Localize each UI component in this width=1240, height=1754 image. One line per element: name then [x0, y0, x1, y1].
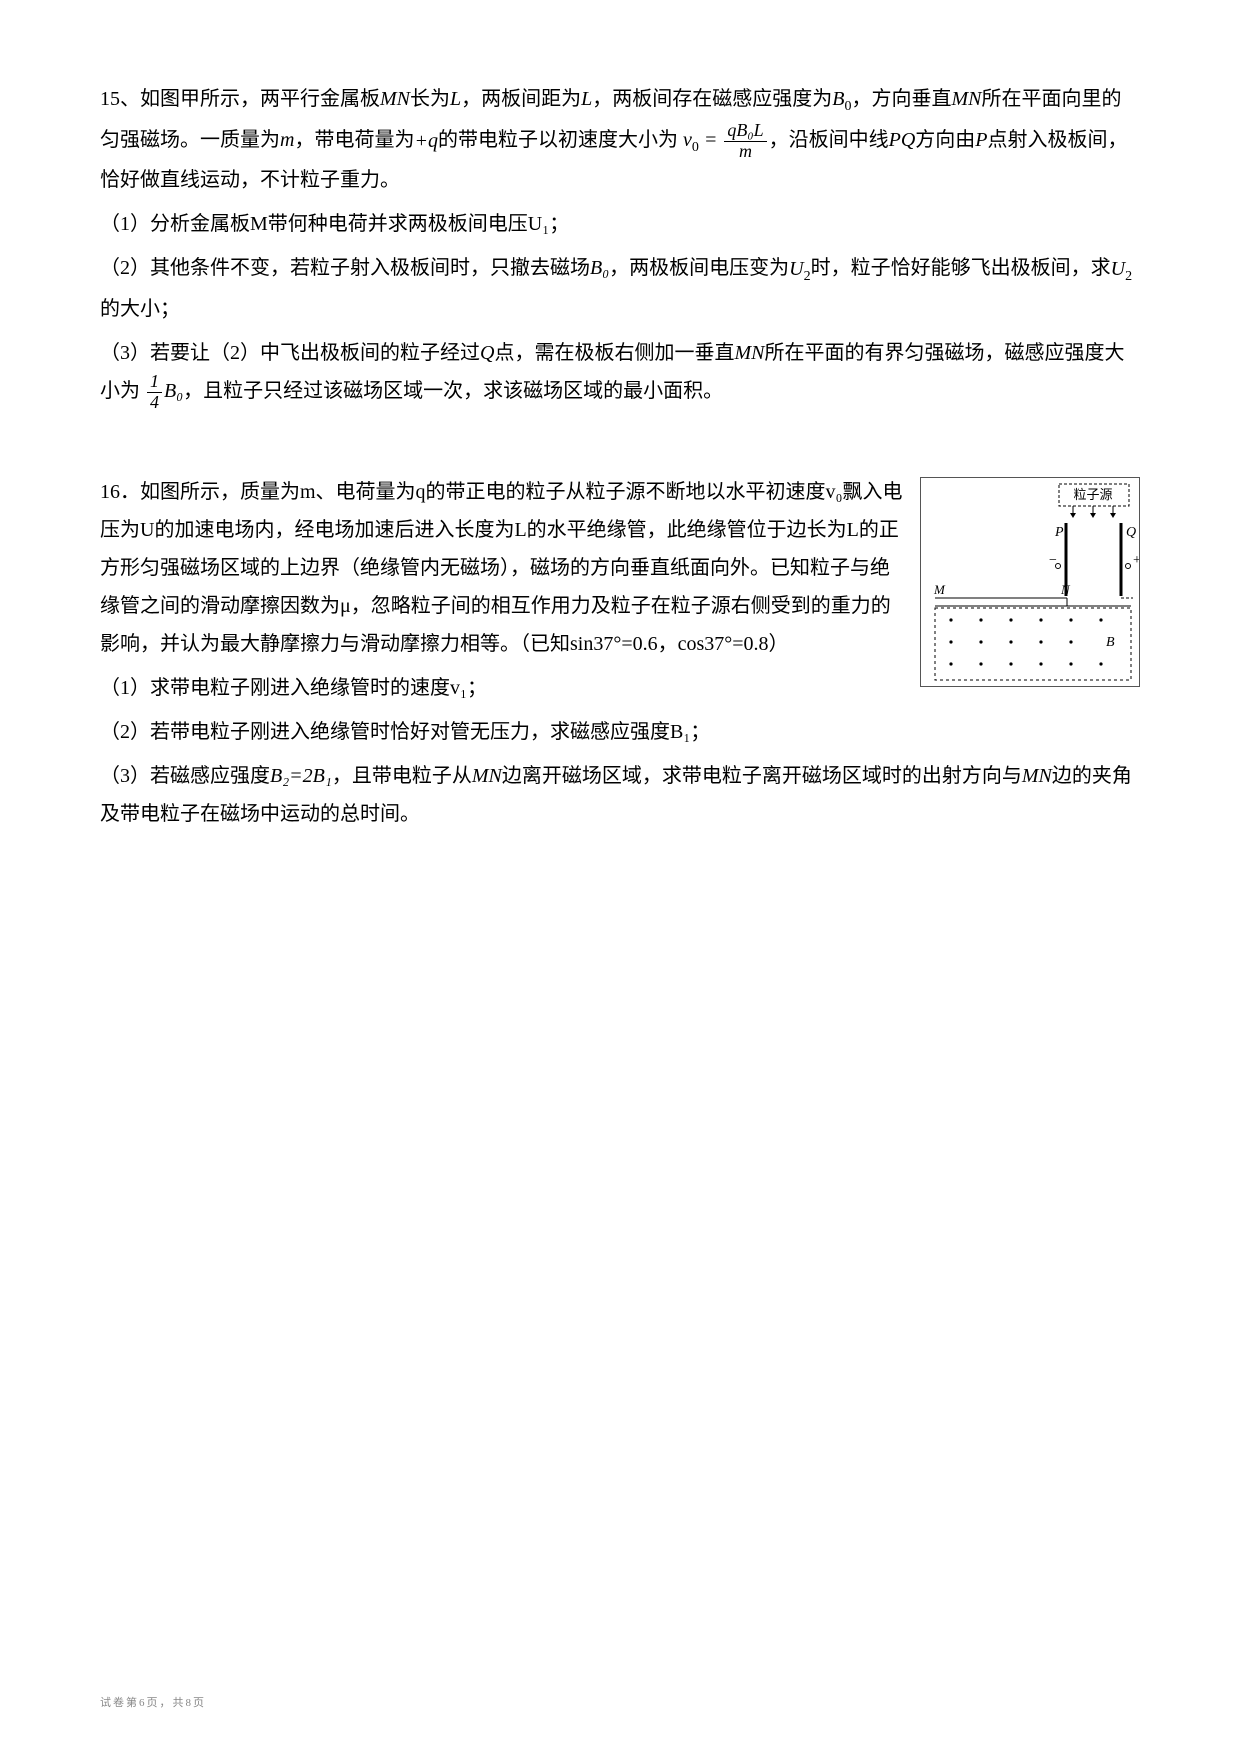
label-Q: Q: [1126, 525, 1136, 540]
var-U2: U2: [789, 250, 810, 291]
var-pq: PQ: [889, 129, 916, 151]
text: 、如图甲所示，两平行金属板: [120, 88, 380, 110]
q-text: 点，需在极板右侧加一垂直: [494, 342, 734, 364]
problem-16-q3: （3）若磁感应强度B₂=2B₁，且带电粒子从MN边离开磁场区域，求带电粒子离开磁…: [100, 757, 1140, 833]
var-mn: MN: [472, 765, 502, 787]
q-text: 求带电粒子刚进入绝缘管时的速度v₁；: [150, 677, 487, 699]
problem-15-q2: （2）其他条件不变，若粒子射入极板间时，只撤去磁场B₀，两极板间电压变为U2时，…: [100, 249, 1140, 328]
var-p: P: [975, 129, 987, 151]
q-label: （2）: [100, 257, 150, 279]
var-m: m: [280, 129, 294, 151]
problem-15-q1: （1）分析金属板M带何种电荷并求两极板间电压U₁；: [100, 205, 1140, 243]
field-dots: [949, 618, 1102, 665]
var-mn: MN: [951, 88, 981, 110]
var-plus-q: +q: [414, 122, 438, 160]
var-U2: U2: [1111, 250, 1132, 291]
var-B0: B₀: [164, 380, 183, 402]
q-text: 其他条件不变，若粒子射入极板间时，只撤去磁场: [150, 257, 590, 279]
fraction-1-4: 1 4: [147, 372, 162, 413]
text: ，沿板间中线: [769, 129, 889, 151]
q-text: 若磁感应强度: [150, 765, 270, 787]
q-text: 时，粒子恰好能够飞出极板间，求: [811, 257, 1111, 279]
var-mn: MN: [734, 342, 764, 364]
label-P: P: [1054, 525, 1064, 540]
var-B0: B₀: [590, 257, 609, 279]
problem-15: 15、如图甲所示，两平行金属板MN长为L，两板间距为L，两板间存在磁感应强度为B…: [100, 80, 1140, 413]
q-text: 若要让（2）中飞出极板间的粒子经过: [150, 342, 480, 364]
physics-diagram: 粒子源 P Q − + M N: [920, 477, 1140, 687]
q-text: ，且带电粒子从: [332, 765, 472, 787]
var-B2: B₂=2B₁: [270, 765, 332, 787]
problem-number: 16: [100, 481, 120, 503]
q-text: ，且粒子只经过该磁场区域一次，求该磁场区域的最小面积。: [183, 380, 723, 402]
text: ，方向垂直: [851, 88, 951, 110]
problem-number: 15: [100, 88, 120, 110]
q-text: 的大小；: [100, 298, 180, 320]
var-mn: MN: [1022, 765, 1052, 787]
q-label: （2）: [100, 721, 150, 743]
problem-16: 粒子源 P Q − + M N: [100, 473, 1140, 833]
q-label: （1）: [100, 677, 150, 699]
problem-15-intro: 15、如图甲所示，两平行金属板MN长为L，两板间距为L，两板间存在磁感应强度为B…: [100, 80, 1140, 199]
problem-16-figure: 粒子源 P Q − + M N: [920, 477, 1140, 700]
q-text: 分析金属板M带何种电荷并求两极板间电压U₁；: [150, 213, 569, 235]
problem-15-q3: （3）若要让（2）中飞出极板间的粒子经过Q点，需在极板右侧加一垂直MN所在平面的…: [100, 334, 1140, 413]
q-text: ，两极板间电压变为: [609, 257, 789, 279]
var-L: L: [581, 88, 592, 110]
q-label: （3）: [100, 342, 150, 364]
label-B: B: [1106, 635, 1115, 650]
q-label: （1）: [100, 213, 150, 235]
var-mn: MN: [380, 88, 410, 110]
text: ，两板间距为: [461, 88, 581, 110]
text: ，两板间存在磁感应强度为: [592, 88, 832, 110]
text: 方向由: [915, 129, 975, 151]
formula-v0: v0 = qB₀L m: [683, 121, 769, 162]
particle-source-label: 粒子源: [1073, 487, 1112, 502]
text: ，带电荷量为: [294, 129, 414, 151]
q-text: 若带电粒子刚进入绝缘管时恰好对管无压力，求磁感应强度B₁；: [150, 721, 710, 743]
text: 的带电粒子以初速度大小为: [438, 129, 678, 151]
text: ．如图所示，质量为m、电荷量为q的带正电的粒子从粒子源不断地以水平初速度v₀飘入…: [100, 481, 903, 655]
label-M: M: [933, 582, 946, 597]
problem-16-q2: （2）若带电粒子刚进入绝缘管时恰好对管无压力，求磁感应强度B₁；: [100, 713, 1140, 751]
var-L: L: [450, 88, 461, 110]
page-footer: 试卷第6页，共8页: [100, 1693, 206, 1714]
text: 长为: [410, 88, 450, 110]
plus-sign: +: [1133, 553, 1140, 568]
var-q: Q: [480, 342, 494, 364]
q-text: 边离开磁场区域，求带电粒子离开磁场区域时的出射方向与: [502, 765, 1022, 787]
var-B0: B0: [832, 80, 851, 121]
q-label: （3）: [100, 765, 150, 787]
label-N: N: [1060, 582, 1071, 597]
